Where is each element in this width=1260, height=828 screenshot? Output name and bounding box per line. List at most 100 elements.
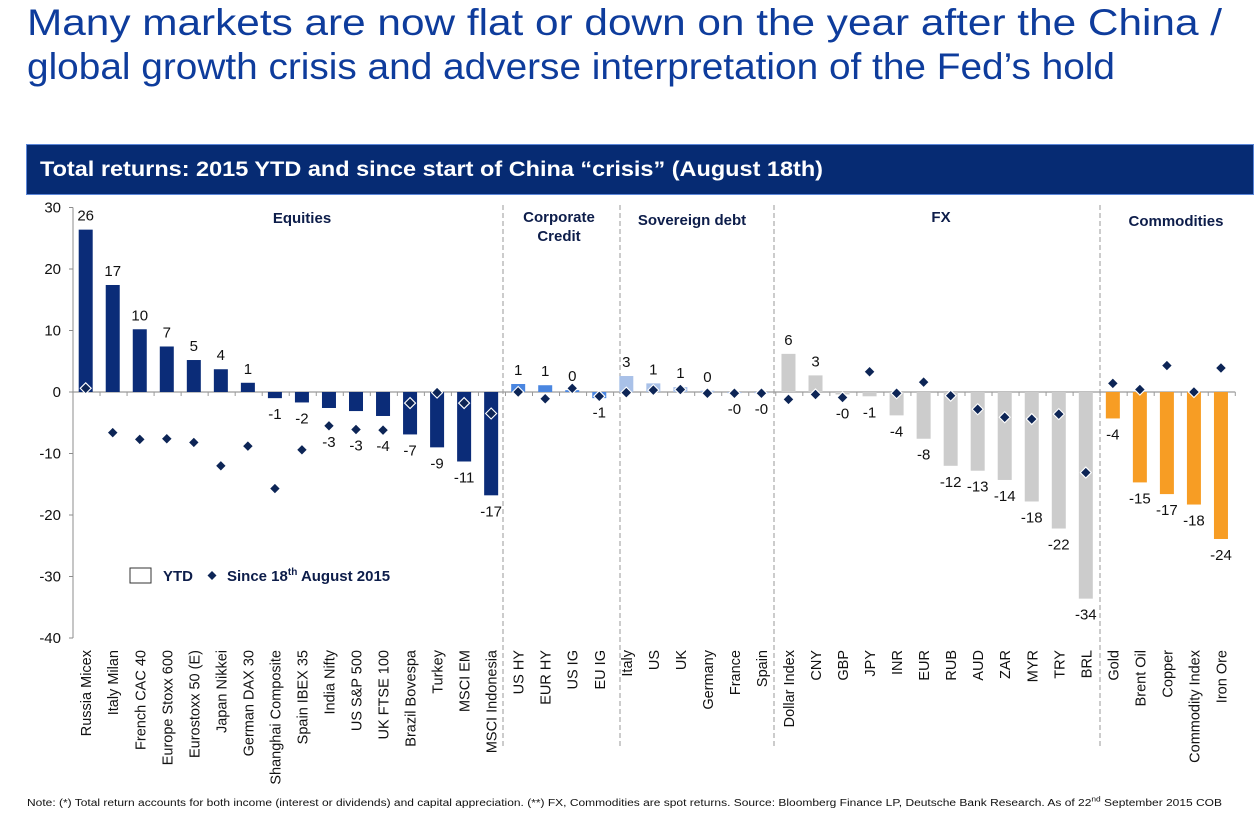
ytd-data-label: -22 (1048, 537, 1070, 554)
footnote-text: Note: (*) Total return accounts for both… (27, 798, 1092, 809)
group-label: Corporate (523, 209, 595, 226)
category-label: US S&P 500 (350, 650, 366, 731)
category-label: RUB (944, 650, 960, 681)
since-aug18-marker (701, 386, 714, 400)
ytd-data-label: -11 (454, 469, 475, 486)
category-label: Turkey (431, 649, 447, 694)
since-aug18-marker (890, 386, 903, 400)
category-label: Italy (620, 649, 636, 676)
ytd-data-label: 7 (163, 324, 171, 341)
category-label: Iron Ore (1214, 650, 1230, 703)
chart-title-banner: Total returns: 2015 YTD and since start … (26, 144, 1254, 195)
since-aug18-marker (565, 382, 579, 395)
ytd-data-label: 1 (541, 363, 549, 380)
y-tick-label: 0 (53, 384, 61, 401)
legend-ytd-swatch (129, 567, 152, 584)
ytd-data-label: -0 (755, 401, 768, 418)
ytd-data-label: -12 (940, 474, 962, 491)
category-label: UK FTSE 100 (377, 650, 393, 739)
category-label: ZAR (998, 650, 1014, 679)
ytd-bar (457, 392, 472, 462)
y-tick-label: -10 (39, 446, 61, 463)
since-aug18-marker (214, 459, 228, 473)
ytd-data-label: -4 (890, 423, 903, 440)
footnote: Note: (*) Total return accounts for both… (27, 796, 1222, 809)
ytd-data-label: -18 (1021, 509, 1043, 526)
legend-since-part: August 2015 (297, 568, 390, 585)
ytd-data-label: 3 (811, 353, 819, 370)
since-aug18-marker (1160, 359, 1174, 372)
chart-title: Total returns: 2015 YTD and since start … (40, 158, 823, 181)
category-label: JPY (863, 650, 879, 677)
since-aug18-marker (430, 386, 444, 399)
ytd-data-label: 3 (622, 354, 630, 371)
category-label: Brent Oil (1133, 650, 1149, 706)
category-label: French CAC 40 (133, 650, 149, 750)
since-aug18-marker (1214, 361, 1228, 375)
ytd-data-label: 1 (676, 365, 684, 382)
ytd-data-label: -2 (295, 410, 308, 427)
ytd-data-label: -4 (376, 438, 389, 455)
ytd-data-label: 0 (568, 368, 576, 385)
since-aug18-marker (268, 482, 282, 495)
ytd-data-label: 0 (703, 369, 711, 386)
ytd-data-label: -34 (1075, 607, 1097, 624)
category-label: AUD (971, 650, 987, 681)
ytd-data-label: -15 (1129, 490, 1151, 507)
category-label: GBP (836, 650, 852, 681)
category-label: Brazil Bovespa (404, 649, 420, 747)
category-label: Dollar Index (782, 649, 798, 727)
since-aug18-marker (620, 386, 633, 399)
ytd-bar (240, 382, 255, 392)
ytd-data-label: -13 (967, 479, 989, 496)
since-aug18-marker (538, 392, 552, 406)
ytd-bar (916, 392, 931, 439)
ytd-bar (943, 392, 958, 466)
legend-diamond-icon (207, 571, 217, 580)
footnote-sup: nd (1091, 796, 1101, 804)
category-label: Italy Milan (106, 650, 122, 715)
category-label: France (728, 650, 744, 695)
since-aug18-marker (376, 423, 390, 437)
category-label: Spain (755, 650, 771, 687)
ytd-bar (1051, 392, 1066, 529)
category-label: German DAX 30 (241, 650, 257, 756)
since-aug18-marker (1106, 377, 1120, 390)
ytd-bar (186, 360, 201, 392)
group-label: Commodities (1128, 213, 1223, 230)
since-aug18-marker (836, 391, 849, 404)
category-label: US IG (566, 650, 582, 689)
category-label: BRL (1079, 650, 1095, 678)
ytd-bar (1213, 392, 1228, 539)
legend-since-part: Since 18 (227, 568, 288, 585)
y-tick-label: -40 (39, 630, 61, 647)
ytd-data-label: 26 (77, 208, 94, 225)
ytd-data-label: -17 (480, 503, 502, 520)
ytd-bar (78, 229, 93, 392)
since-aug18-marker (944, 389, 957, 402)
since-aug18-marker (647, 383, 660, 397)
ytd-data-label: -0 (836, 406, 849, 423)
category-label: Europe Stoxx 600 (160, 650, 176, 765)
ytd-bar (105, 284, 120, 392)
category-label: EUR HY (539, 650, 555, 705)
category-label: EUR (917, 650, 933, 681)
page-title-line-2: global growth crisis and adverse interpr… (27, 46, 1115, 87)
ytd-data-label: -0 (728, 401, 741, 418)
since-aug18-marker (295, 443, 309, 457)
since-aug18-marker (403, 396, 417, 410)
category-label: CNY (809, 650, 825, 681)
category-label: Commodity Index (1187, 649, 1203, 763)
ytd-data-label: 1 (514, 362, 522, 379)
ytd-bar (538, 385, 553, 392)
since-aug18-marker (241, 439, 255, 453)
ytd-bar (159, 346, 174, 392)
ytd-data-label: 5 (190, 338, 198, 355)
ytd-data-label: -17 (1156, 502, 1178, 519)
category-label: MYR (1025, 650, 1041, 682)
ytd-bar (430, 392, 445, 448)
category-label: Eurostoxx 50 (E) (187, 650, 203, 758)
ytd-bar (267, 392, 282, 399)
category-label: UK (674, 650, 690, 670)
